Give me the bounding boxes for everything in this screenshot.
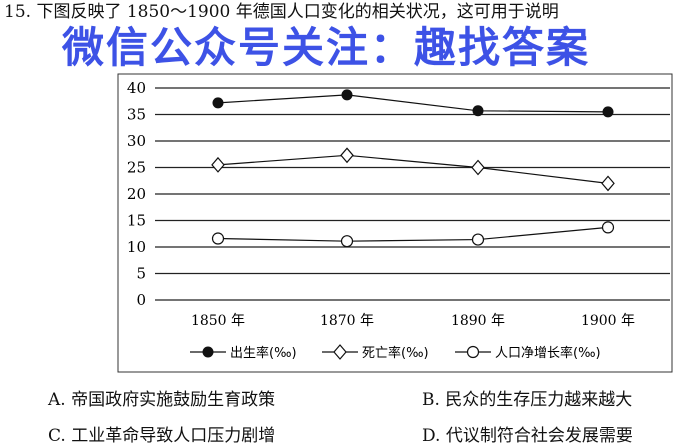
data-point: [340, 147, 354, 164]
legend-marker: [202, 346, 214, 358]
data-point: [471, 233, 485, 246]
y-tick-label: 15: [127, 212, 146, 230]
y-tick-label: 5: [136, 265, 146, 283]
series-line-0: [217, 94, 609, 113]
data-point: [211, 156, 225, 173]
data-point: [602, 106, 614, 118]
y-tick-label: 35: [127, 106, 146, 124]
x-tick-label: 1900 年: [581, 313, 635, 329]
y-tick-label: 20: [127, 185, 146, 203]
data-point: [471, 159, 485, 176]
legend-marker: [333, 344, 347, 360]
option-d[interactable]: D. 代议制符合社会发展需要: [422, 426, 633, 446]
y-tick-label: 0: [136, 291, 146, 309]
legend-label: 人口净增长率(‰): [495, 345, 601, 361]
watermark: 微信公众号关注：趣找答案: [62, 23, 591, 72]
y-tick-label: 25: [127, 159, 146, 177]
y-tick-label: 10: [127, 238, 146, 256]
series-line-2: [217, 226, 609, 242]
legend-label: 死亡率(‰): [362, 345, 429, 361]
data-point: [601, 221, 615, 234]
x-tick-label: 1850 年: [191, 313, 245, 329]
x-tick-label: 1890 年: [451, 313, 505, 329]
y-tick-label: 30: [127, 132, 146, 150]
data-point: [211, 232, 225, 245]
data-point: [212, 97, 224, 109]
option-c[interactable]: C. 工业革命导致人口压力剧增: [48, 426, 276, 446]
data-point: [340, 235, 354, 248]
option-a[interactable]: A. 帝国政府实施鼓励生育政策: [48, 390, 276, 410]
data-point: [601, 175, 615, 192]
series-line-1: [217, 154, 609, 184]
y-tick-label: 40: [127, 79, 146, 97]
legend-marker: [466, 345, 480, 359]
legend-label: 出生率(‰): [230, 345, 297, 361]
data-point: [472, 105, 484, 117]
chart-frame: [117, 73, 673, 373]
question-text: 15. 下图反映了 1850～1900 年德国人口变化的相关状况，这可用于说明: [4, 2, 559, 22]
option-b[interactable]: B. 民众的生存压力越来越大: [422, 390, 633, 410]
x-tick-label: 1870 年: [320, 313, 374, 329]
data-point: [341, 89, 353, 101]
